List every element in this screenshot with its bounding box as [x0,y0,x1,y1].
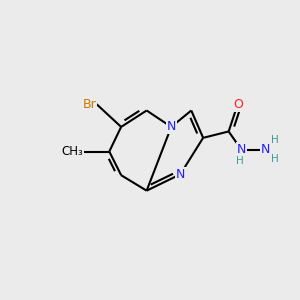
Text: N: N [260,143,270,156]
Text: N: N [237,143,246,156]
Text: CH₃: CH₃ [61,145,83,158]
Text: O: O [233,98,243,111]
Text: Br: Br [83,98,97,111]
Text: N: N [167,120,176,134]
Text: H: H [271,154,278,164]
Text: H: H [271,135,278,145]
Text: H: H [236,156,244,166]
Text: N: N [176,168,185,181]
